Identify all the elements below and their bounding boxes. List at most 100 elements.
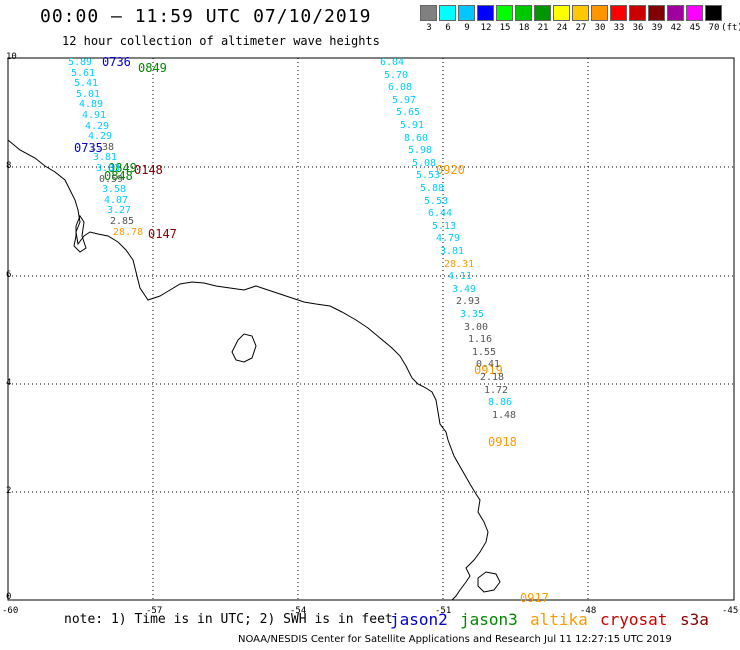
scale-swatch bbox=[496, 5, 513, 21]
wave-height-label: 5.88 bbox=[420, 183, 445, 194]
wave-height-label: 2.93 bbox=[456, 296, 481, 307]
wave-height-label: 5.89 bbox=[68, 57, 93, 68]
wave-height-label: 5.61 bbox=[71, 68, 96, 79]
x-tick: -54 bbox=[290, 606, 307, 616]
scale-label: 27 bbox=[575, 23, 587, 33]
pass-label: 0147 bbox=[148, 227, 177, 241]
wave-height-label: 3.83 bbox=[96, 163, 121, 174]
wave-height-label: 3.27 bbox=[107, 205, 132, 216]
wave-height-label: 3.81 bbox=[93, 152, 118, 163]
x-tick: -60 bbox=[2, 606, 19, 616]
scale-label: 36 bbox=[632, 23, 644, 33]
pass-label: 0736 bbox=[102, 55, 131, 69]
scale-label: 21 bbox=[537, 23, 549, 33]
scale-swatch bbox=[477, 5, 494, 21]
credit-line: NOAA/NESDIS Center for Satellite Applica… bbox=[238, 634, 672, 645]
scale-swatch bbox=[534, 5, 551, 21]
legend-item-jason3: jason3 bbox=[460, 610, 518, 629]
footnote: note: 1) Time is in UTC; 2) SWH is in fe… bbox=[64, 612, 393, 627]
wave-height-label: 3.00 bbox=[464, 322, 489, 333]
scale-label: 9 bbox=[464, 23, 470, 33]
scale-swatch bbox=[420, 5, 437, 21]
legend-item-jason2: jason2 bbox=[390, 610, 448, 629]
wave-height-label: 1.55 bbox=[472, 347, 497, 358]
wave-height-label: 4.29 bbox=[88, 131, 113, 142]
wave-height-label: 3.35 bbox=[460, 309, 485, 320]
wave-height-label: 0.59 bbox=[99, 174, 124, 185]
wave-height-label: 3.49 bbox=[452, 284, 477, 295]
island-west bbox=[73, 214, 87, 253]
scale-swatch bbox=[629, 5, 646, 21]
scale-swatch bbox=[705, 5, 722, 21]
wave-height-label: 1.16 bbox=[468, 334, 493, 345]
wave-height-label: 1.72 bbox=[484, 385, 509, 396]
wave-height-label: 1.48 bbox=[492, 410, 517, 421]
scale-label: 24 bbox=[556, 23, 568, 33]
wave-height-label: 5.97 bbox=[392, 95, 417, 106]
scale-swatch bbox=[458, 5, 475, 21]
scale-swatch bbox=[515, 5, 532, 21]
wave-height-label: 4.79 bbox=[436, 233, 461, 244]
legend-item-altika: altika bbox=[530, 610, 588, 629]
wave-height-label: 1.38 bbox=[90, 142, 115, 153]
scale-label: 3 bbox=[426, 23, 432, 33]
scale-label: 33 bbox=[613, 23, 625, 33]
y-tick: 4 bbox=[6, 378, 12, 388]
y-tick: 8 bbox=[6, 161, 12, 171]
wave-height-label: 4.89 bbox=[79, 99, 104, 110]
pass-label: 0917 bbox=[520, 591, 549, 605]
scale-unit: (ft) bbox=[721, 23, 740, 33]
y-tick: 10 bbox=[6, 52, 17, 62]
island-south bbox=[477, 571, 501, 593]
wave-height-label: 5.01 bbox=[76, 89, 101, 100]
wave-height-label: 5.41 bbox=[74, 78, 99, 89]
pass-label: 0735 bbox=[74, 141, 103, 155]
wave-height-label: 6.04 bbox=[380, 57, 405, 68]
wave-height-label: 28.31 bbox=[444, 259, 475, 270]
scale-swatch bbox=[667, 5, 684, 21]
wave-height-label: 8.86 bbox=[488, 397, 513, 408]
x-tick: -51 bbox=[435, 606, 452, 616]
scale-swatch bbox=[439, 5, 456, 21]
graticule bbox=[8, 58, 734, 600]
wave-height-label: 6.44 bbox=[428, 208, 453, 219]
scale-swatch bbox=[610, 5, 627, 21]
wave-height-label: 5.53 bbox=[424, 196, 449, 207]
scale-label: 70 bbox=[708, 23, 720, 33]
pass-label: 0920 bbox=[436, 163, 465, 177]
scale-label: 18 bbox=[518, 23, 530, 33]
scale-label: 42 bbox=[670, 23, 682, 33]
scale-label: 15 bbox=[499, 23, 511, 33]
wave-height-label: 4.07 bbox=[104, 195, 129, 206]
map-frame bbox=[7, 57, 735, 601]
y-tick: 2 bbox=[6, 486, 12, 496]
legend-item-s3a: s3a bbox=[680, 610, 709, 629]
pass-label: 0849 bbox=[138, 61, 167, 75]
pass-label: 0849 bbox=[108, 161, 137, 175]
x-tick: -57 bbox=[146, 606, 163, 616]
scale-label: 12 bbox=[480, 23, 492, 33]
wave-height-label: 5.08 bbox=[412, 158, 437, 169]
wave-height-label: 2.85 bbox=[110, 216, 135, 227]
wave-height-label: 4.11 bbox=[448, 271, 473, 282]
wave-height-label: 4.29 bbox=[85, 121, 110, 132]
wave-height-label: 3.81 bbox=[440, 246, 465, 257]
scale-swatch bbox=[572, 5, 589, 21]
wave-height-label: 0.41 bbox=[476, 359, 501, 370]
scale-label: 6 bbox=[445, 23, 451, 33]
wave-height-label: 5.98 bbox=[408, 145, 433, 156]
wave-height-label: 6.08 bbox=[388, 82, 413, 93]
wave-height-label: 3.58 bbox=[102, 184, 127, 195]
wave-height-label: 2.18 bbox=[480, 372, 505, 383]
wave-height-label: 4.91 bbox=[82, 110, 107, 121]
scale-label: 39 bbox=[651, 23, 663, 33]
scale-swatch bbox=[648, 5, 665, 21]
scale-label: 45 bbox=[689, 23, 701, 33]
pass-label: 0148 bbox=[134, 163, 163, 177]
pass-label: 0919 bbox=[474, 363, 503, 377]
x-tick: -48 bbox=[580, 606, 597, 616]
map-title: 00:00 – 11:59 UTC 07/10/2019 bbox=[40, 6, 372, 27]
wave-height-label: 8.60 bbox=[404, 133, 429, 144]
pass-label: 0848 bbox=[104, 169, 133, 183]
